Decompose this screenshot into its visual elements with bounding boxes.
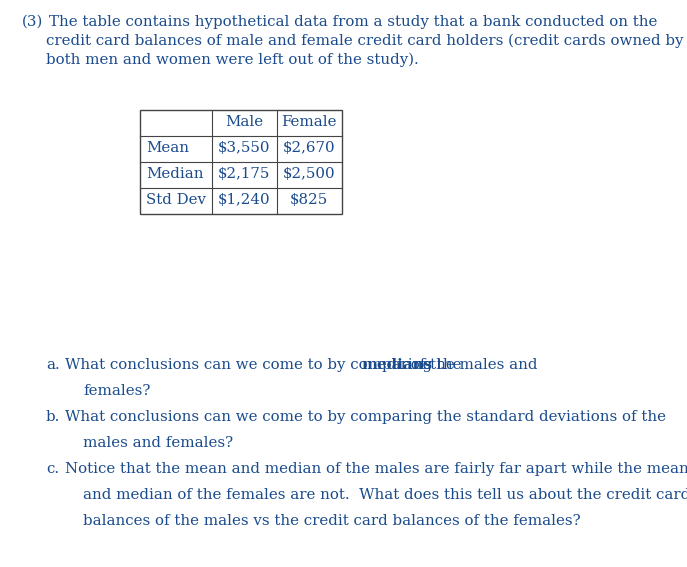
Text: females?: females? — [83, 384, 150, 398]
Text: What conclusions can we come to by comparing the: What conclusions can we come to by compa… — [65, 358, 466, 372]
Text: $1,240: $1,240 — [218, 193, 270, 207]
Text: Notice that the mean and median of the males are fairly far apart while the mean: Notice that the mean and median of the m… — [65, 462, 687, 476]
Bar — [140, 110, 342, 214]
Text: $3,550: $3,550 — [218, 141, 270, 155]
Text: and median of the females are not.  What does this tell us about the credit card: and median of the females are not. What … — [83, 488, 687, 502]
Text: b.: b. — [46, 410, 60, 424]
Text: males and females?: males and females? — [83, 436, 233, 450]
Text: a.: a. — [46, 358, 60, 372]
Text: Mean: Mean — [146, 141, 189, 155]
Text: $2,500: $2,500 — [282, 167, 335, 181]
Text: The table contains hypothetical data from a study that a bank conducted on the: The table contains hypothetical data fro… — [49, 15, 657, 29]
Text: Std Dev: Std Dev — [146, 193, 206, 207]
Text: credit card balances of male and female credit card holders (credit cards owned : credit card balances of male and female … — [46, 34, 684, 48]
Text: c.: c. — [46, 462, 59, 476]
Text: medians: medians — [361, 358, 432, 372]
Text: $2,670: $2,670 — [282, 141, 335, 155]
Text: What conclusions can we come to by comparing the standard deviations of the: What conclusions can we come to by compa… — [65, 410, 666, 424]
Text: of the males and: of the males and — [406, 358, 537, 372]
Text: Female: Female — [281, 115, 337, 129]
Text: $2,175: $2,175 — [218, 167, 270, 181]
Text: Male: Male — [225, 115, 263, 129]
Text: Median: Median — [146, 167, 203, 181]
Text: both men and women were left out of the study).: both men and women were left out of the … — [46, 53, 419, 67]
Text: (3): (3) — [22, 15, 43, 29]
Text: balances of the males vs the credit card balances of the females?: balances of the males vs the credit card… — [83, 514, 581, 528]
Text: $825: $825 — [290, 193, 328, 207]
